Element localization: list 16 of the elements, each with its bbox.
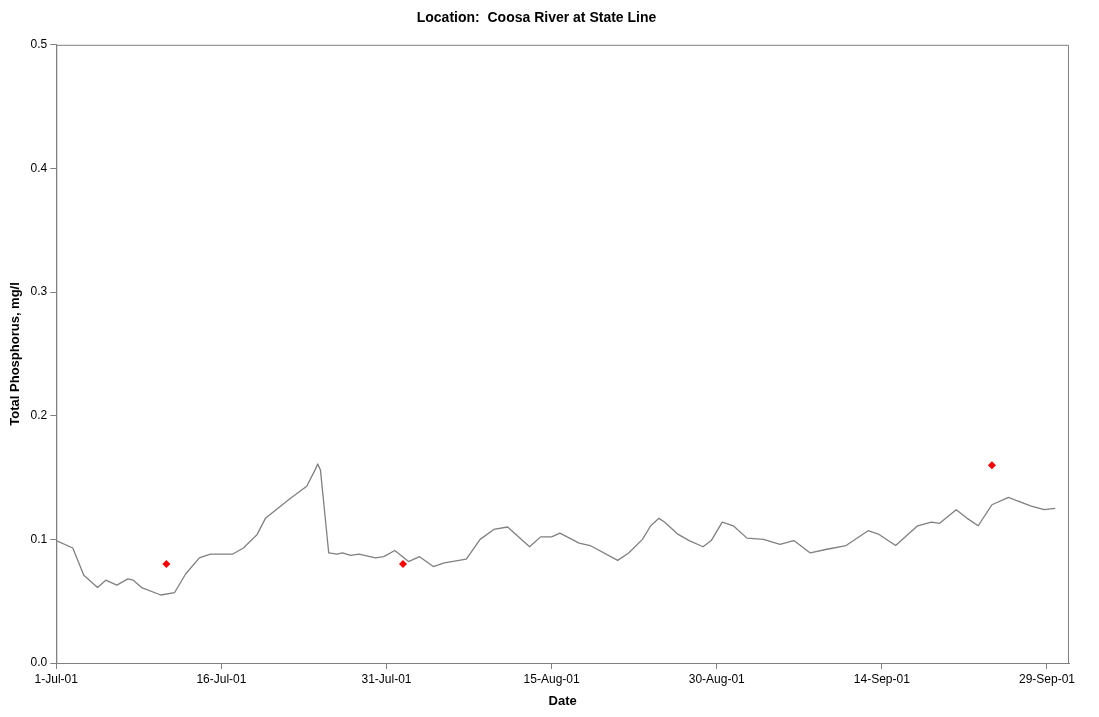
y-tick-label: 0.1: [30, 531, 48, 546]
y-tick-label: 0.4: [30, 160, 48, 175]
x-tick-label: 1-Jul-01: [34, 671, 79, 686]
x-tick-label: 14-Sep-01: [853, 671, 911, 686]
x-tick-label: 31-Jul-01: [361, 671, 412, 686]
x-tick-label: 30-Aug-01: [688, 671, 746, 686]
y-tick-label: 0.3: [30, 284, 48, 299]
x-axis-title: Date: [548, 692, 577, 708]
y-axis-title: Total Phosphorus, mg/l: [7, 282, 23, 426]
x-tick-label: 16-Jul-01: [196, 671, 247, 686]
y-tick-label: 0.5: [30, 37, 48, 52]
chart-title: Location: Coosa River at State Line: [416, 9, 657, 26]
x-tick-label: 29-Sep-01: [1018, 671, 1076, 686]
y-tick-label: 0.2: [30, 408, 48, 423]
y-tick-label: 0.0: [30, 655, 48, 670]
x-tick-label: 15-Aug-01: [523, 671, 580, 686]
